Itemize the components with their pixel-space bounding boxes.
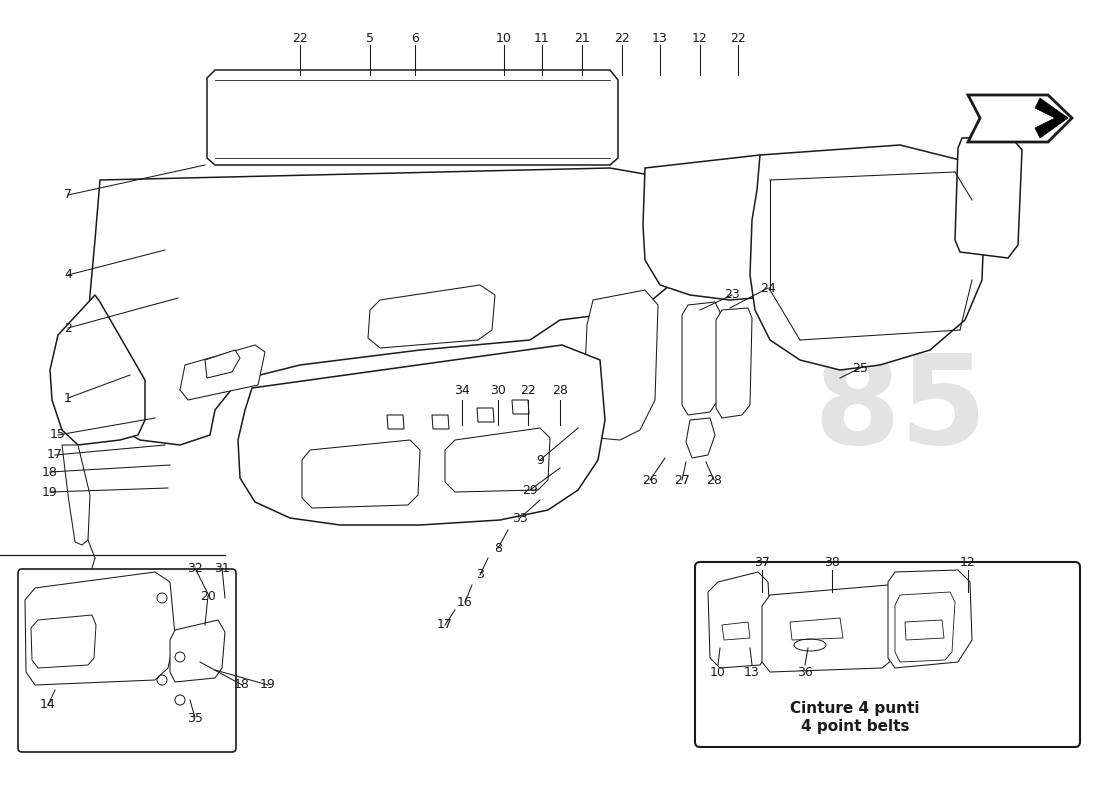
Polygon shape [62, 445, 90, 545]
Polygon shape [302, 440, 420, 508]
Text: 31: 31 [214, 562, 230, 574]
Text: 28: 28 [552, 383, 568, 397]
Text: 32: 32 [187, 562, 202, 574]
Polygon shape [1035, 98, 1068, 138]
Text: 12: 12 [960, 555, 976, 569]
Text: 10: 10 [496, 31, 512, 45]
Text: 19: 19 [42, 486, 58, 498]
Polygon shape [905, 620, 944, 640]
Text: 22: 22 [614, 31, 630, 45]
Polygon shape [432, 415, 449, 429]
Text: 8: 8 [494, 542, 502, 554]
Text: 30: 30 [491, 383, 506, 397]
Text: 37: 37 [755, 555, 770, 569]
Text: 16: 16 [458, 595, 473, 609]
Polygon shape [85, 168, 680, 445]
Text: 36: 36 [798, 666, 813, 678]
FancyBboxPatch shape [695, 562, 1080, 747]
Polygon shape [790, 618, 843, 640]
Polygon shape [205, 350, 240, 378]
Text: 23: 23 [724, 289, 740, 302]
Polygon shape [968, 95, 1072, 142]
Polygon shape [170, 620, 226, 682]
Text: 35: 35 [187, 711, 202, 725]
Text: 28: 28 [706, 474, 722, 486]
Polygon shape [686, 418, 715, 458]
Text: 4 point belts: 4 point belts [801, 718, 910, 734]
Polygon shape [762, 585, 895, 672]
Polygon shape [238, 345, 605, 525]
Text: 29: 29 [522, 483, 538, 497]
Polygon shape [25, 572, 175, 685]
FancyBboxPatch shape [18, 569, 236, 752]
Text: 22: 22 [520, 383, 536, 397]
Polygon shape [368, 285, 495, 348]
Text: 4: 4 [64, 269, 72, 282]
Polygon shape [446, 428, 550, 492]
Polygon shape [585, 290, 658, 440]
Polygon shape [207, 70, 618, 165]
Polygon shape [477, 408, 494, 422]
Text: 15: 15 [51, 429, 66, 442]
Text: 17: 17 [47, 449, 63, 462]
Text: a passion for parts: a passion for parts [309, 451, 571, 478]
Text: 25: 25 [852, 362, 868, 374]
Polygon shape [708, 572, 772, 668]
Polygon shape [888, 570, 972, 668]
Text: 33: 33 [513, 511, 528, 525]
Text: 20: 20 [200, 590, 216, 602]
Polygon shape [512, 400, 529, 414]
Text: 22: 22 [293, 31, 308, 45]
Text: 21: 21 [574, 31, 590, 45]
Text: 11: 11 [535, 31, 550, 45]
Text: 13: 13 [652, 31, 668, 45]
Text: 26: 26 [642, 474, 658, 486]
Text: 85: 85 [813, 350, 987, 470]
Text: 1: 1 [64, 391, 72, 405]
Polygon shape [955, 138, 1022, 258]
Text: 34: 34 [454, 383, 470, 397]
Polygon shape [31, 615, 96, 668]
Text: 17: 17 [437, 618, 453, 631]
Text: 2: 2 [64, 322, 72, 334]
Polygon shape [180, 345, 265, 400]
Text: 9: 9 [536, 454, 543, 466]
Text: 18: 18 [42, 466, 58, 478]
Text: 38: 38 [824, 555, 840, 569]
Polygon shape [750, 145, 984, 370]
Polygon shape [644, 155, 858, 300]
Text: 24: 24 [760, 282, 775, 294]
Text: 7: 7 [64, 189, 72, 202]
Text: 22: 22 [730, 31, 746, 45]
Text: 14: 14 [40, 698, 56, 711]
Polygon shape [682, 302, 720, 415]
Text: Cinture 4 punti: Cinture 4 punti [790, 701, 920, 715]
Polygon shape [722, 622, 750, 640]
Text: 10: 10 [711, 666, 726, 678]
Text: 19: 19 [260, 678, 276, 691]
Text: 12: 12 [692, 31, 708, 45]
Text: 5: 5 [366, 31, 374, 45]
Polygon shape [50, 295, 145, 445]
Text: 27: 27 [674, 474, 690, 486]
Polygon shape [387, 415, 404, 429]
Text: 13: 13 [744, 666, 760, 678]
Text: 6: 6 [411, 31, 419, 45]
Text: 18: 18 [234, 678, 250, 691]
Polygon shape [895, 592, 955, 662]
Polygon shape [716, 308, 752, 418]
Text: 3: 3 [476, 569, 484, 582]
